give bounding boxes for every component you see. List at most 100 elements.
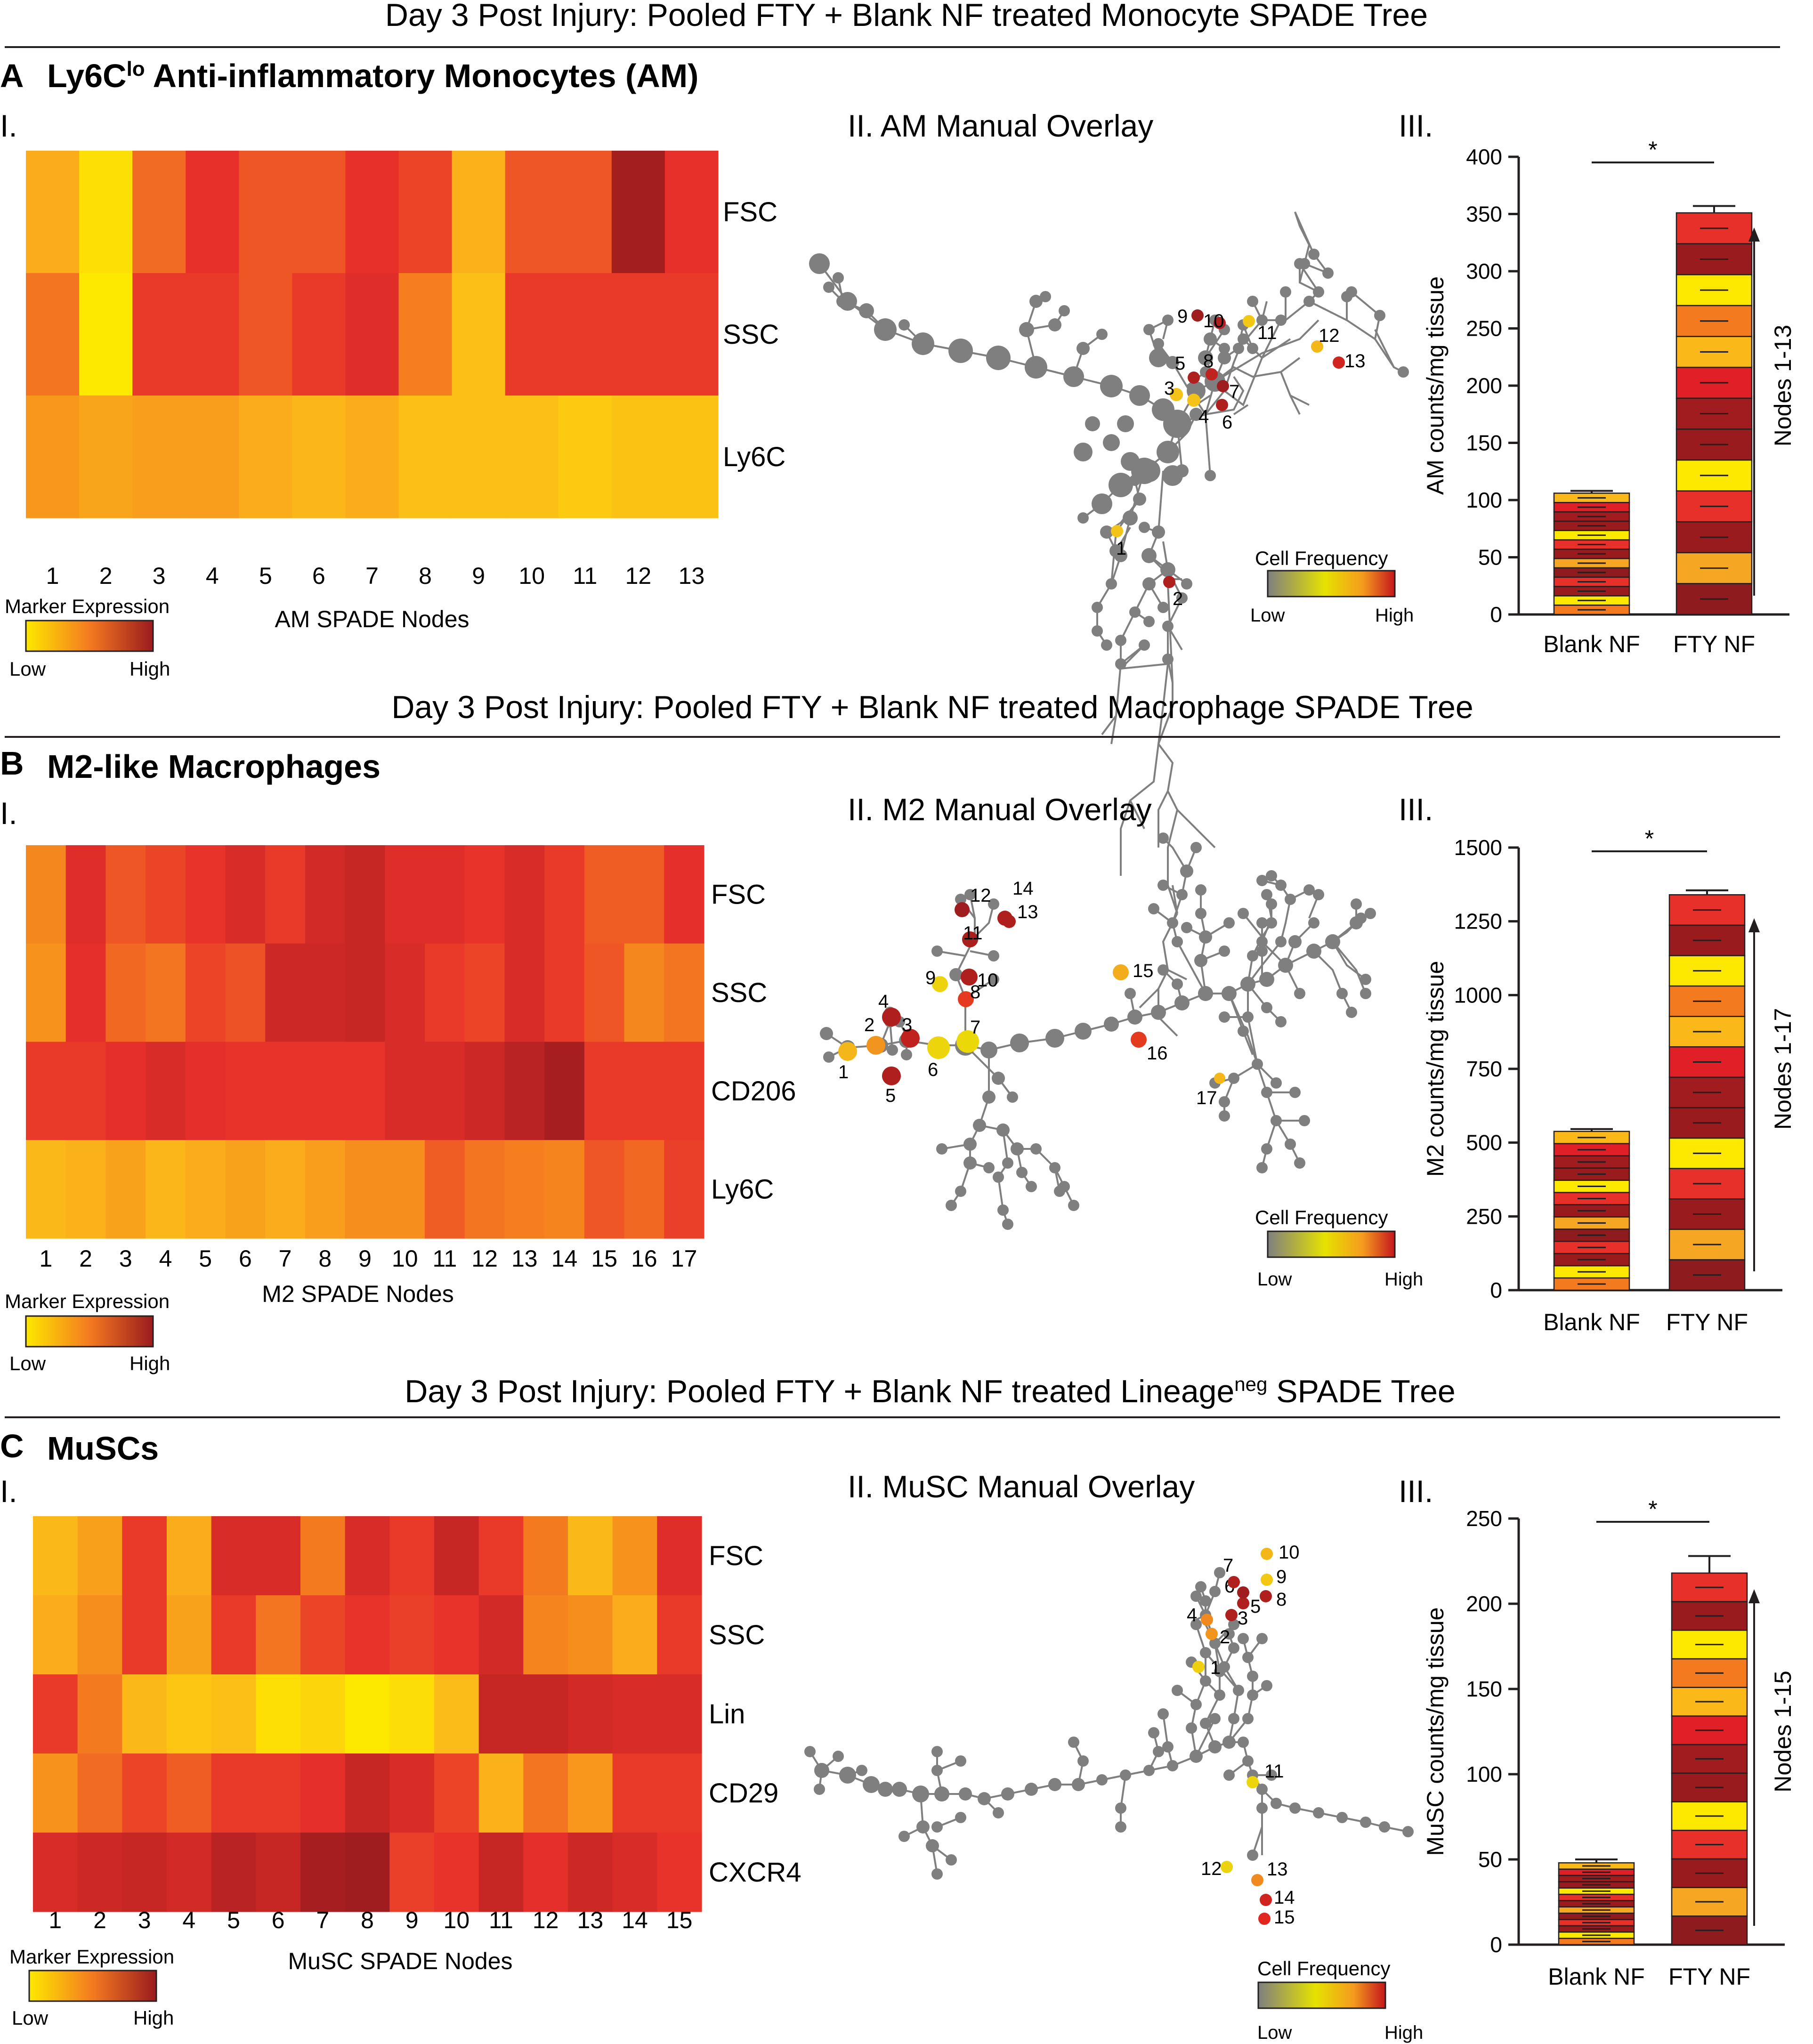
heatmap-cell [434, 1516, 479, 1596]
heatmap-cell [265, 1042, 306, 1140]
heatmap-row-label: SSC [711, 978, 767, 1008]
y-axis-label: AM counts/mg tissue [1422, 276, 1449, 495]
stacked-bar-musc: 0 50 100 150 200 250 MuSC counts/mg tissue Blan… [1422, 1496, 1796, 1990]
heatmap-column-label: 6 [272, 1907, 285, 1933]
heatmap-column-label: 3 [119, 1245, 132, 1272]
heatmap-x-axis-label: M2 SPADE Nodes [262, 1281, 454, 1307]
x-category-label: FTY NF [1668, 1963, 1750, 1990]
tree-node [1195, 1581, 1206, 1592]
tree-node [1162, 621, 1174, 632]
heatmap-cell [523, 1516, 568, 1596]
heatmap-cell [211, 1674, 256, 1754]
tree-node [1157, 880, 1169, 891]
tree-node-label: 14 [1274, 1887, 1295, 1908]
heatmap-cell [389, 1833, 435, 1912]
tree-node [1256, 917, 1268, 929]
tree-colored-node [1216, 399, 1228, 411]
spade-tree-musc [809, 1572, 1408, 1874]
tree-node [978, 1792, 991, 1805]
tree-node [1261, 1087, 1272, 1098]
tree-node-label: 8 [1203, 351, 1214, 372]
tree-node-label: 7 [1229, 381, 1239, 402]
tree-node [1299, 1115, 1310, 1126]
tree-node [1059, 305, 1070, 316]
heatmap-column-label: 14 [622, 1907, 648, 1933]
heatmap-cell [544, 1042, 585, 1140]
heatmap-cell [26, 1042, 66, 1140]
heatmap-cell [345, 1516, 390, 1596]
y-tick-label: 0 [1490, 1278, 1502, 1302]
tree-node [1176, 592, 1188, 604]
tree-node [983, 1162, 995, 1173]
y-tick-label: 500 [1466, 1131, 1502, 1155]
tree-node [1195, 884, 1206, 896]
heatmap-column-label: 12 [533, 1907, 559, 1933]
heatmap-cell [26, 273, 80, 396]
heatmap-cell [505, 396, 559, 518]
tree-node [1025, 356, 1047, 379]
heatmap-row-label: CD206 [711, 1076, 796, 1107]
heatmap-column-label: 5 [227, 1907, 240, 1933]
tree-node [948, 339, 973, 363]
tree-node [1247, 343, 1258, 354]
tree-node [1162, 654, 1174, 665]
tree-node [1360, 1817, 1371, 1828]
frequency-low-label: Low [1257, 1269, 1292, 1290]
heatmap-cell [79, 396, 133, 518]
tree-node [878, 1782, 893, 1797]
tree-colored-node [1261, 1548, 1273, 1560]
tree-node [1208, 1740, 1222, 1753]
tree-colored-node [901, 1029, 920, 1048]
tree-colored-node [1163, 576, 1175, 588]
heatmap-cell [225, 845, 266, 944]
tree-node [1143, 616, 1155, 627]
tree-node [931, 1765, 943, 1776]
heatmap-cell [26, 845, 66, 944]
tree-node [901, 1049, 912, 1060]
tree-node [1127, 1010, 1142, 1025]
tree-node [1200, 1675, 1211, 1687]
heatmap-row-label: CXCR4 [709, 1857, 801, 1888]
tree-node [934, 1786, 949, 1802]
tree-node [1190, 408, 1203, 421]
tree-node [1214, 1567, 1225, 1578]
tree-node [1238, 1026, 1249, 1037]
heatmap-cell [256, 1753, 301, 1833]
subpanel-iii-label-b: III. [1399, 792, 1433, 827]
tree-node [1271, 1077, 1282, 1089]
tree-colored-node [1192, 1661, 1205, 1673]
tree-node [836, 295, 850, 308]
tree-node [1077, 1755, 1089, 1767]
tree-node [993, 1171, 1004, 1183]
tree-node [1223, 917, 1235, 929]
heatmap-cell [385, 943, 425, 1042]
tree-node [1247, 1689, 1258, 1701]
heatmap-row-label: Ly6C [711, 1174, 774, 1205]
heatmap-cell [167, 1516, 212, 1596]
tree-node [1001, 1787, 1014, 1801]
tree-node [1123, 510, 1138, 525]
tree-node [1074, 443, 1093, 461]
tree-node [1096, 329, 1108, 340]
heatmap-cell [185, 943, 226, 1042]
tree-node [1048, 318, 1061, 331]
stack-segment [1668, 1107, 1746, 1139]
heatmap-cell [505, 273, 559, 396]
tree-node [1256, 1633, 1268, 1644]
heatmap-cell [33, 1833, 78, 1912]
tree-node [1219, 343, 1230, 354]
tree-node [946, 1854, 957, 1866]
cell-frequency-legend-c: Cell Frequency Low High [1257, 1957, 1423, 2043]
heatmap-cell [265, 1140, 306, 1239]
tree-node [1162, 315, 1174, 326]
tree-node [1247, 1850, 1258, 1861]
tree-node [1106, 578, 1117, 590]
tree-node [1162, 1741, 1174, 1753]
range-arrow-head [1748, 918, 1760, 932]
heatmap-cell [132, 151, 186, 274]
tree-node-label: 4 [878, 991, 889, 1012]
heatmap-cell [657, 1516, 702, 1596]
tree-node [1219, 1661, 1230, 1672]
tree-node-label: 16 [1147, 1043, 1168, 1064]
tree-colored-node [1206, 1628, 1218, 1640]
